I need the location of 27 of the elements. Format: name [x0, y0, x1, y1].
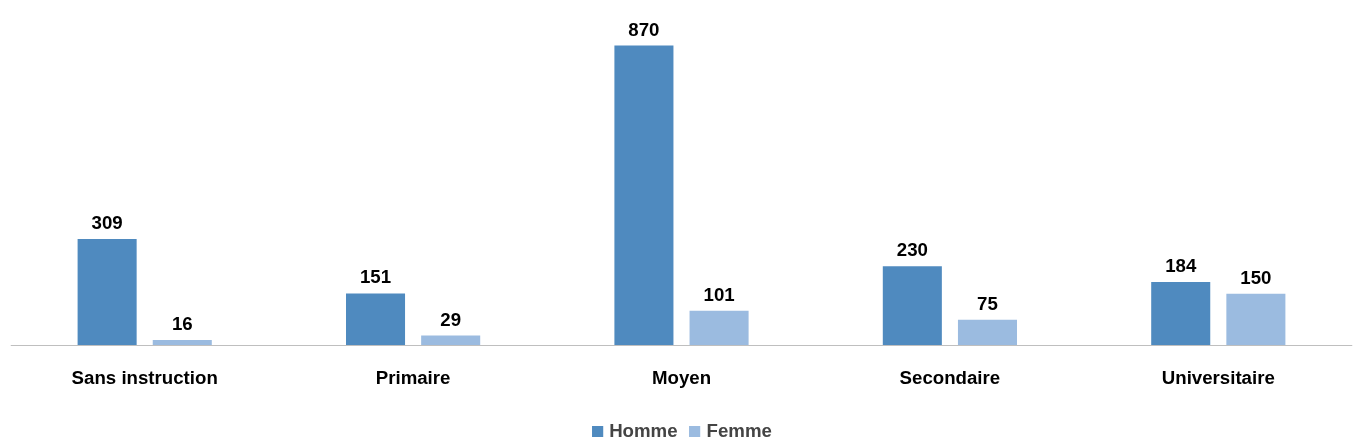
- x-tick-label: Universitaire: [1161, 367, 1275, 388]
- bar: [957, 319, 1017, 346]
- bar: [689, 310, 749, 346]
- bar: [882, 266, 942, 346]
- data-label: 29: [440, 308, 462, 330]
- data-label: 151: [359, 266, 392, 288]
- bar: [1151, 282, 1211, 346]
- bar: [614, 45, 674, 346]
- bar: [421, 335, 481, 346]
- bar: [77, 238, 137, 346]
- bar: [346, 293, 406, 346]
- bar: [1226, 293, 1286, 346]
- data-label: 101: [703, 283, 735, 305]
- x-tick-label: Secondaire: [899, 367, 1001, 388]
- data-label: 16: [171, 312, 193, 334]
- data-label: 75: [977, 292, 998, 314]
- x-tick-label: Sans instruction: [71, 367, 218, 388]
- data-label: 230: [896, 239, 928, 261]
- legend-label: Homme: [609, 420, 678, 442]
- legend-label: Femme: [706, 420, 772, 442]
- data-label: 870: [628, 18, 660, 40]
- data-label: 309: [91, 211, 123, 233]
- data-label: 184: [1165, 255, 1197, 277]
- data-label: 150: [1240, 266, 1272, 288]
- x-tick-label: Primaire: [375, 367, 451, 388]
- x-tick-label: Moyen: [651, 367, 712, 388]
- bar: [152, 339, 212, 346]
